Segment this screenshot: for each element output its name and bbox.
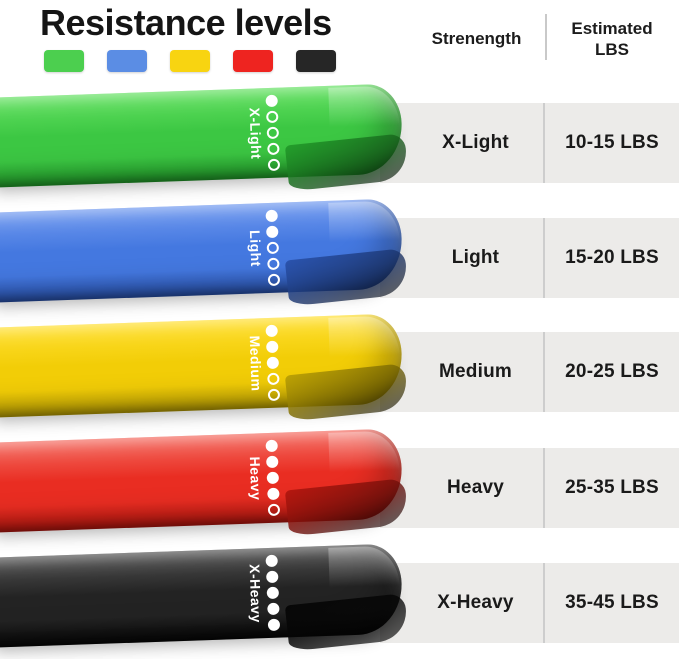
lbs-value: 10-15 LBS [565, 132, 659, 153]
strength-value: Medium [380, 332, 545, 412]
lbs-value: 25-35 LBS [565, 477, 659, 498]
band-label: X-Light [246, 107, 265, 160]
table-row-medium: Medium 20-25 LBS [380, 332, 679, 412]
band-ribbon: Light [0, 198, 404, 303]
level-dot-filled [266, 570, 279, 584]
band-ribbon: X-Light [0, 83, 404, 188]
level-dot-hollow [267, 372, 280, 386]
level-dot-hollow [266, 110, 279, 124]
level-dots [265, 324, 281, 402]
level-dot-filled [265, 324, 278, 338]
band-label: Medium [246, 335, 265, 392]
level-dot-hollow [267, 142, 280, 156]
column-header-strength: Strenength [431, 29, 522, 49]
color-swatch-black [296, 50, 336, 72]
resistance-band-blue: Light [0, 198, 460, 315]
header-column-divider [545, 14, 547, 60]
level-dot-hollow [267, 257, 280, 271]
lbs-value: 15-20 LBS [565, 247, 659, 268]
table-row-heavy: Heavy 25-35 LBS [380, 448, 679, 528]
level-dot-filled [265, 94, 278, 108]
column-header-estimated-lbs: Estimated LBS [571, 18, 653, 59]
strength-value: Heavy [380, 448, 545, 528]
strength-value: X-Heavy [380, 563, 545, 643]
resistance-band-red: Heavy [0, 428, 460, 545]
level-dot-hollow [267, 388, 281, 402]
level-dot-filled [267, 602, 280, 616]
resistance-band-green: X-Light [0, 83, 460, 200]
lbs-value: 35-45 LBS [565, 592, 659, 613]
level-dot-filled [265, 439, 278, 453]
band-ribbon: Heavy [0, 428, 404, 533]
band-ribbon: X-Heavy [0, 543, 404, 648]
level-dot-hollow [266, 241, 280, 255]
level-dots [265, 209, 281, 287]
level-dot-filled [267, 487, 280, 501]
level-dot-filled [267, 618, 281, 632]
level-dot-filled [265, 554, 278, 568]
level-dot-hollow [267, 503, 281, 517]
level-dot-filled [266, 471, 280, 485]
level-dot-hollow [267, 273, 281, 287]
level-dots [265, 94, 281, 172]
band-label: Heavy [247, 456, 265, 501]
level-dots [265, 439, 281, 517]
level-dot-filled [266, 455, 279, 469]
color-swatch-row [44, 50, 336, 72]
level-dot-filled [266, 340, 279, 354]
table-row-x-light: X-Light 10-15 LBS [380, 103, 679, 183]
level-dot-hollow [267, 158, 281, 172]
level-dot-hollow [266, 126, 280, 140]
table-header: Strenength Estimated LBS [380, 8, 679, 70]
level-dot-filled [266, 586, 280, 600]
band-ribbon: Medium [0, 313, 404, 418]
color-swatch-red [233, 50, 273, 72]
color-swatch-yellow [170, 50, 210, 72]
band-label: Light [247, 229, 265, 268]
level-dot-filled [266, 356, 280, 370]
page-title: Resistance levels [40, 2, 332, 43]
table-row-x-heavy: X-Heavy 35-45 LBS [380, 563, 679, 643]
resistance-band-black: X-Heavy [0, 543, 460, 659]
level-dot-filled [266, 225, 279, 239]
level-dot-filled [265, 209, 278, 223]
lbs-value: 20-25 LBS [565, 361, 659, 382]
resistance-band-yellow: Medium [0, 313, 460, 430]
level-dots [265, 554, 281, 632]
strength-value: X-Light [380, 103, 545, 183]
color-swatch-green [44, 50, 84, 72]
table-row-light: Light 15-20 LBS [380, 218, 679, 298]
strength-value: Light [380, 218, 545, 298]
color-swatch-blue [107, 50, 147, 72]
band-label: X-Heavy [246, 563, 265, 624]
